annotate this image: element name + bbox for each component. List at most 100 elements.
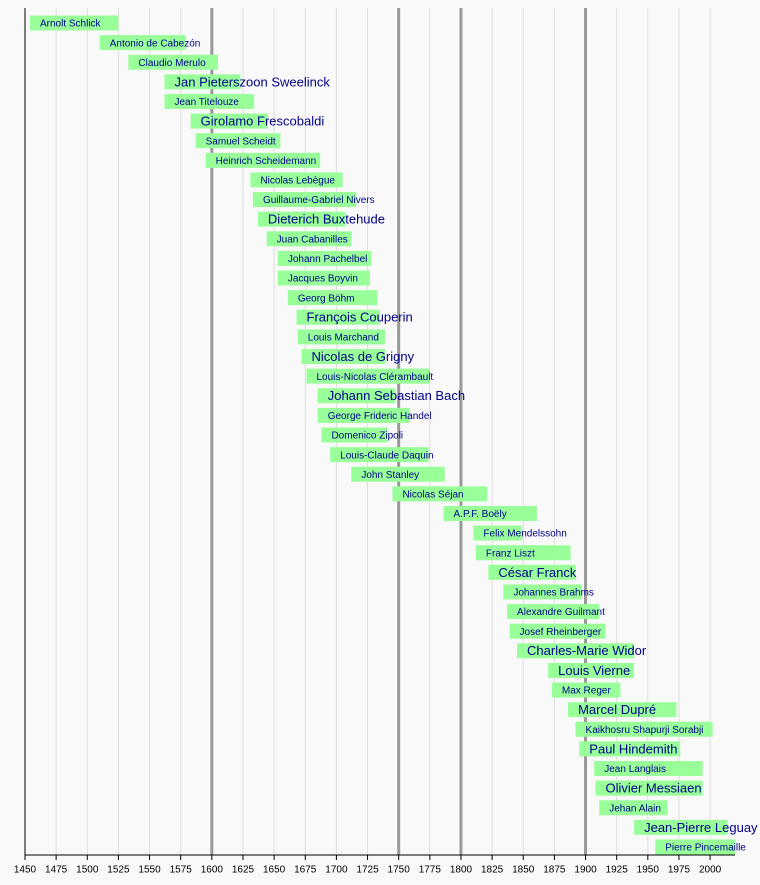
composer-label: Johannes Brahms bbox=[513, 588, 594, 599]
composer-label: Antonio de Cabezón bbox=[110, 38, 201, 49]
x-tick-label: 1675 bbox=[294, 865, 317, 876]
composer-label: Jean-Pierre Leguay bbox=[644, 820, 758, 835]
lifespan-bar bbox=[351, 466, 445, 482]
composer-label: Johann Pachelbel bbox=[288, 254, 368, 265]
composer-label: George Frideric Handel bbox=[328, 411, 432, 422]
x-tick-label: 1800 bbox=[450, 865, 473, 876]
lifespan-bar bbox=[473, 525, 522, 541]
composer-label: Louis Vierne bbox=[558, 663, 630, 678]
lifespan-bar bbox=[277, 270, 371, 286]
lifespan-bar bbox=[488, 564, 576, 580]
x-tick-label: 1650 bbox=[263, 865, 286, 876]
x-tick-label: 1875 bbox=[543, 865, 566, 876]
lifespan-bar bbox=[321, 427, 388, 443]
lifespan-bar bbox=[297, 329, 385, 345]
lifespan-bar bbox=[195, 133, 281, 149]
composer-label: Olivier Messiaen bbox=[605, 781, 701, 796]
composer-label: Max Reger bbox=[562, 686, 612, 697]
composer-label: Felix Mendelssohn bbox=[483, 529, 566, 540]
composer-label: Louis Marchand bbox=[308, 333, 379, 344]
lifespan-bar bbox=[551, 682, 621, 698]
lifespan-bar bbox=[257, 211, 346, 227]
lifespan-bar bbox=[507, 604, 600, 620]
x-tick-label: 1825 bbox=[481, 865, 504, 876]
lifespan-bar bbox=[655, 839, 735, 855]
x-tick-label: 1550 bbox=[138, 865, 161, 876]
x-tick-label: 2000 bbox=[699, 865, 722, 876]
composer-label: Jan Pieterszoon Sweelinck bbox=[175, 74, 331, 89]
composer-label: Samuel Scheidt bbox=[206, 136, 276, 147]
composer-label: Girolamo Frescobaldi bbox=[201, 114, 325, 129]
x-tick-label: 1975 bbox=[668, 865, 691, 876]
lifespan-bar bbox=[301, 349, 385, 365]
composer-label: A.P.F. Boëly bbox=[454, 509, 507, 520]
composer-label: Josef Rheinberger bbox=[520, 627, 602, 638]
lifespan-bar bbox=[317, 407, 410, 423]
composer-label: Louis-Claude Daquin bbox=[340, 450, 433, 461]
x-tick-label: 1625 bbox=[232, 865, 255, 876]
composer-label: Guillaume-Gabriel Nivers bbox=[263, 195, 375, 206]
x-tick-label: 1700 bbox=[325, 865, 348, 876]
x-tick-label: 1725 bbox=[356, 865, 379, 876]
lifespan-bar bbox=[296, 309, 380, 325]
lifespan-bar bbox=[164, 74, 241, 90]
lifespan-bar bbox=[599, 800, 668, 816]
x-tick-label: 1750 bbox=[388, 865, 411, 876]
composer-label: John Stanley bbox=[361, 470, 419, 481]
lifespan-bar bbox=[503, 584, 582, 600]
lifespan-bar bbox=[277, 250, 372, 266]
composer-label: Marcel Dupré bbox=[578, 702, 656, 717]
lifespan-bar bbox=[594, 761, 703, 777]
lifespan-bar bbox=[306, 368, 430, 384]
composer-label: Nicolas de Grigny bbox=[312, 349, 415, 364]
composer-label: Pierre Pincemaille bbox=[665, 843, 746, 854]
x-tick-label: 1850 bbox=[512, 865, 535, 876]
lifespan-bar bbox=[205, 152, 321, 168]
x-tick-label: 1475 bbox=[45, 865, 68, 876]
composer-label: Jacques Boyvin bbox=[288, 274, 358, 285]
lifespan-bar bbox=[579, 741, 681, 757]
lifespan-bar bbox=[595, 780, 703, 796]
x-tick-label: 1925 bbox=[606, 865, 629, 876]
x-tick-label: 1525 bbox=[107, 865, 130, 876]
composer-label: Charles-Marie Widor bbox=[527, 643, 647, 658]
composer-label: Dieterich Buxtehude bbox=[268, 212, 385, 227]
lifespan-bar bbox=[317, 388, 395, 404]
lifespan-bar bbox=[509, 623, 606, 639]
lifespan-bar bbox=[568, 702, 677, 718]
composer-label: Alexandre Guilmant bbox=[517, 607, 605, 618]
composer-label: Juan Cabanilles bbox=[277, 234, 348, 245]
x-tick-label: 1900 bbox=[574, 865, 597, 876]
lifespan-bar bbox=[250, 172, 343, 188]
lifespan-bar bbox=[190, 113, 268, 129]
composer-label: François Couperin bbox=[307, 310, 413, 325]
lifespan-bar bbox=[575, 721, 713, 737]
lifespan-bar bbox=[330, 447, 429, 463]
x-tick-label: 1500 bbox=[76, 865, 99, 876]
composer-label: Jehan Alain bbox=[609, 803, 661, 814]
composer-label: Paul Hindemith bbox=[589, 741, 677, 756]
composer-label: Georg Böhm bbox=[298, 293, 355, 304]
composer-label: Arnolt Schlick bbox=[40, 19, 102, 30]
composer-label: Louis-Nicolas Clérambault bbox=[317, 372, 434, 383]
composer-label: Heinrich Scheidemann bbox=[216, 156, 317, 167]
composer-label: Kaikhosru Shapurji Sorabji bbox=[586, 725, 704, 736]
composer-label: Jean Titelouze bbox=[175, 97, 240, 108]
x-tick-label: 1775 bbox=[419, 865, 442, 876]
lifespan-bar bbox=[164, 93, 255, 109]
composer-label: Johann Sebastian Bach bbox=[328, 388, 465, 403]
lifespan-bar bbox=[252, 192, 357, 208]
lifespan-bar bbox=[517, 643, 635, 659]
lifespan-bar bbox=[287, 290, 378, 306]
lifespan-bar bbox=[392, 486, 488, 502]
x-tick-label: 1450 bbox=[14, 865, 37, 876]
x-tick-label: 1575 bbox=[170, 865, 193, 876]
lifespan-bar bbox=[266, 231, 352, 247]
composer-label: Nicolas Lebègue bbox=[260, 176, 335, 187]
x-tick-label: 1950 bbox=[637, 865, 660, 876]
lifespan-bar bbox=[99, 35, 186, 51]
lifespan-bar bbox=[29, 15, 119, 31]
lifespan-bar bbox=[548, 662, 635, 678]
